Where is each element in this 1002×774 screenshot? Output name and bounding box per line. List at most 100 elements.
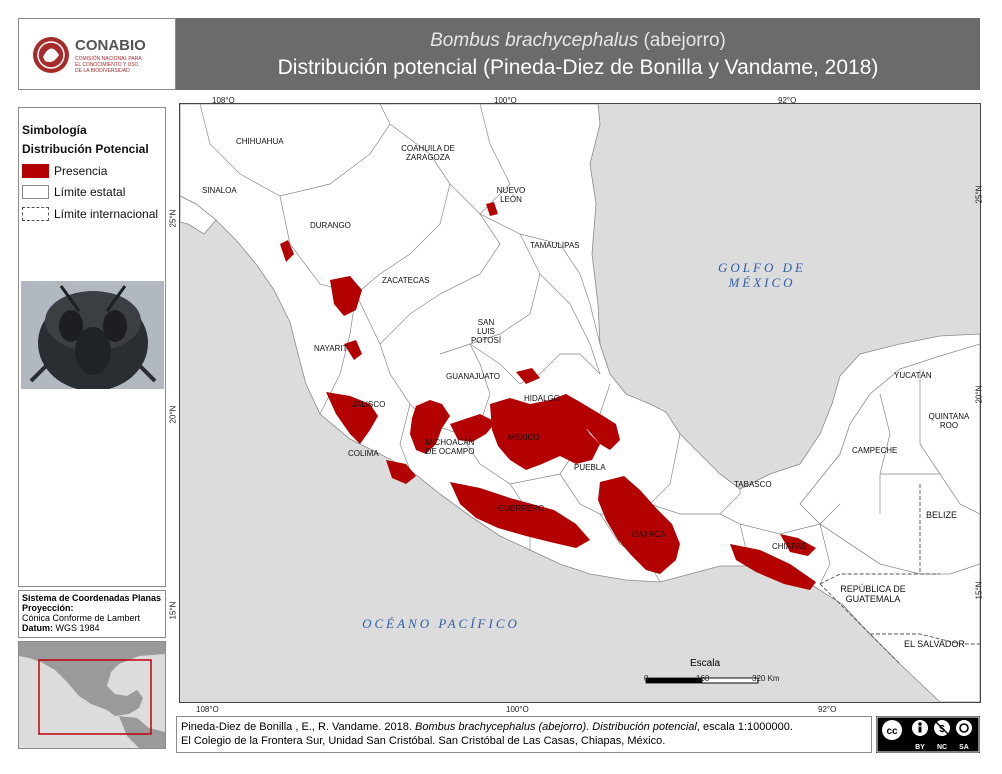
legend-subtitle: Distribución Potencial <box>22 142 149 156</box>
credit-scale: , escala 1:1000000. <box>696 721 793 733</box>
datum-row: Datum: WGS 1984 <box>22 623 162 633</box>
label-chihuahua: CHIHUAHUA <box>236 137 284 146</box>
presence-nuevo-leon <box>486 202 498 216</box>
tick-bottom-100: 100°O <box>506 705 529 714</box>
locator-map <box>19 642 165 748</box>
credit-species: Bombus brachycephalus (abejorro). Distri… <box>415 721 697 733</box>
label-zacatecas: ZACATECAS <box>382 276 430 285</box>
conabio-logo: CONABIO COMISIÓN NACIONAL PARA EL CONOCI… <box>33 37 146 74</box>
tick-top-108: 108°O <box>212 96 235 105</box>
credit-line-2: El Colegio de la Frontera Sur, Unidad Sa… <box>181 735 666 747</box>
label-san-luis-potosi: SAN LUIS POTOSÍ <box>470 318 502 345</box>
tick-top-92: 92°O <box>778 96 797 105</box>
legend-panel: Simbología Distribución Potencial Presen… <box>18 107 166 587</box>
crs-title: Sistema de Coordenadas Planas <box>22 593 162 603</box>
label-nuevo-leon: NUEVO LEÓN <box>496 186 526 204</box>
label-quintana-roo: QUINTANA ROO <box>928 412 970 430</box>
label-guatemala: REPÚBLICA DE GUATEMALA <box>840 584 906 604</box>
crs-panel: Sistema de Coordenadas Planas Proyección… <box>18 590 166 638</box>
conabio-logo-panel: CONABIO COMISIÓN NACIONAL PARA EL CONOCI… <box>18 18 176 90</box>
tick-right-25: 25°N <box>974 185 984 204</box>
presence-jalisco <box>326 392 378 444</box>
tick-right-20: 20°N <box>974 385 984 404</box>
state-boundary-swatch <box>22 185 49 199</box>
presence-puebla-hidalgo <box>550 394 620 450</box>
label-hidalgo: HIDALGO <box>524 394 561 403</box>
legend-label: Presencia <box>54 164 108 178</box>
label-jalisco: JALISCO <box>352 400 386 409</box>
presence-durango-south <box>330 276 362 316</box>
tick-left-20: 20°N <box>168 405 178 424</box>
map-subtitle: Distribución potencial (Pineda-Diez de B… <box>277 56 879 79</box>
credit-authors: Pineda-Diez de Bonilla , E., R. Vandame.… <box>181 721 415 733</box>
locator-frame <box>38 659 152 735</box>
cc-by-nc-sa-icon: cc $ BY NC SA <box>876 716 980 753</box>
logo-subtitle-2: EL CONOCIMIENTO Y USO <box>75 62 139 68</box>
locator-inset-map <box>18 641 166 749</box>
label-michoacan: MICHOACÁN DE OCAMPO <box>425 438 475 456</box>
logo-subtitle-1: COMISIÓN NACIONAL PARA <box>75 55 142 62</box>
datum-value: WGS 1984 <box>55 623 100 633</box>
label-mexico: MÉXICO <box>508 433 540 442</box>
state-boundaries <box>199 104 980 585</box>
common-name: (abejorro) <box>638 30 726 51</box>
species-name: Bombus brachycephalus <box>430 30 639 51</box>
label-tamaulipas: TAMAULIPAS <box>530 241 580 250</box>
tick-left-15: 15°N <box>168 601 178 620</box>
presence-chiapas-north <box>780 534 816 556</box>
label-nayarit: NAYARIT <box>314 344 348 353</box>
label-gulf-of-mexico: GOLFO DE MÉXICO <box>718 260 806 290</box>
scale-label-0: 0 <box>644 674 649 683</box>
tick-bottom-92: 92°O <box>818 705 837 714</box>
presence-swatch <box>22 164 49 178</box>
presence-chiapas <box>730 544 816 590</box>
presence-nayarit <box>344 340 362 360</box>
label-yucatan: YUCATÁN <box>894 371 932 380</box>
label-el-salvador: EL SALVADOR <box>904 639 965 649</box>
cc-license-badge: cc $ BY NC SA <box>876 716 980 753</box>
presence-colima <box>386 460 416 484</box>
label-chiapas: CHIAPAS <box>772 542 807 551</box>
bee-photo <box>21 281 164 389</box>
scale-label-320: 320 Km <box>752 674 780 683</box>
scale-bar <box>645 677 759 684</box>
main-map-frame: 108°O 100°O 92°O 108°O 100°O 92°O 25°N 2… <box>168 96 984 714</box>
credits-panel: Pineda-Diez de Bonilla , E., R. Vandame.… <box>176 716 872 753</box>
datum-label: Datum: <box>22 623 53 633</box>
label-pacific-ocean: OCÉANO PACÍFICO <box>362 616 520 631</box>
label-guanajuato: GUANAJUATO <box>446 372 500 381</box>
credit-line-1: Pineda-Diez de Bonilla , E., R. Vandame.… <box>181 720 867 734</box>
legend-title: Simbología <box>22 123 87 137</box>
label-guerrero: GUERRERO <box>498 504 545 513</box>
tick-bottom-108: 108°O <box>196 705 219 714</box>
label-tabasco: TABASCO <box>734 480 772 489</box>
title-banner: Bombus brachycephalus (abejorro) Distrib… <box>176 18 980 90</box>
presence-oaxaca <box>598 476 680 574</box>
presence-guerrero <box>450 482 590 548</box>
legend-label: Límite internacional <box>54 207 159 221</box>
presence-michoacan <box>410 400 450 454</box>
projection-label: Proyección: <box>22 603 74 613</box>
cc-label-sa: SA <box>959 744 969 751</box>
yucatan-peninsula <box>799 343 980 575</box>
main-map <box>180 104 980 702</box>
presence-sinaloa <box>280 240 294 262</box>
international-boundaries <box>819 484 980 665</box>
logo-subtitle-3: DE LA BIODIVERSIDAD <box>75 68 130 74</box>
international-boundary-swatch <box>22 207 49 221</box>
cc-label-by: BY <box>915 744 925 751</box>
label-oaxaca: OAXACA <box>632 530 666 539</box>
label-colima: COLIMA <box>348 449 379 458</box>
scale-label-160: 160 <box>696 674 710 683</box>
presence-guanajuato <box>516 368 540 384</box>
presence-michoacan-east <box>450 414 496 442</box>
logo-name: CONABIO <box>75 37 146 54</box>
label-puebla: PUEBLA <box>574 463 606 472</box>
label-campeche: CAMPECHE <box>852 446 898 455</box>
cc-glyph: cc <box>886 726 898 737</box>
tick-left-25: 25°N <box>168 209 178 228</box>
label-durango: DURANGO <box>310 221 351 230</box>
label-belize: BELIZE <box>926 510 958 520</box>
legend-label: Límite estatal <box>54 185 126 199</box>
presence-areas <box>280 202 816 590</box>
